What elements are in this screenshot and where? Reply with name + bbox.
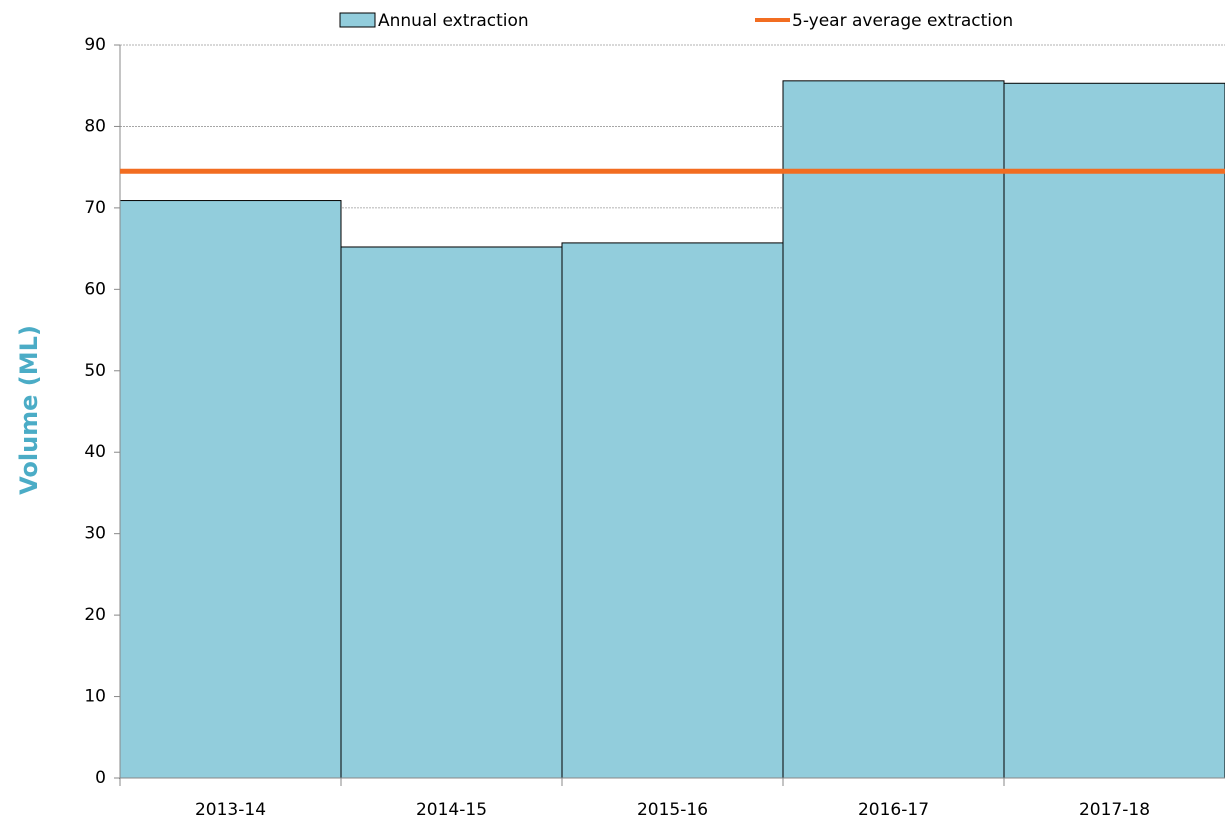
- x-tick-label: 2016-17: [858, 800, 929, 820]
- y-tick-label: 70: [84, 198, 106, 218]
- bar: [119, 200, 342, 779]
- y-axis-title: Volume (ML): [15, 325, 43, 495]
- legend-swatch: [339, 12, 376, 28]
- y-tick-label: 40: [84, 442, 106, 462]
- y-tick-label: 20: [84, 605, 106, 625]
- x-tick-label: 2015-16: [637, 800, 708, 820]
- y-tick-label: 90: [84, 35, 106, 55]
- y-tick-label: 0: [95, 768, 106, 788]
- y-tick-label: 80: [84, 116, 106, 136]
- bar: [1003, 82, 1225, 779]
- legend-label: 5-year average extraction: [792, 11, 1013, 31]
- bar: [340, 246, 563, 779]
- x-tick-label: 2013-14: [195, 800, 266, 820]
- x-tick-label: 2017-18: [1079, 800, 1150, 820]
- y-tick-label: 50: [84, 361, 106, 381]
- y-tick-label: 60: [84, 279, 106, 299]
- legend-label: Annual extraction: [378, 11, 529, 31]
- y-tick-label: 10: [84, 687, 106, 707]
- x-tick-label: 2014-15: [416, 800, 487, 820]
- y-tick-label: 30: [84, 524, 106, 544]
- bar: [561, 242, 784, 779]
- bar: [782, 80, 1005, 779]
